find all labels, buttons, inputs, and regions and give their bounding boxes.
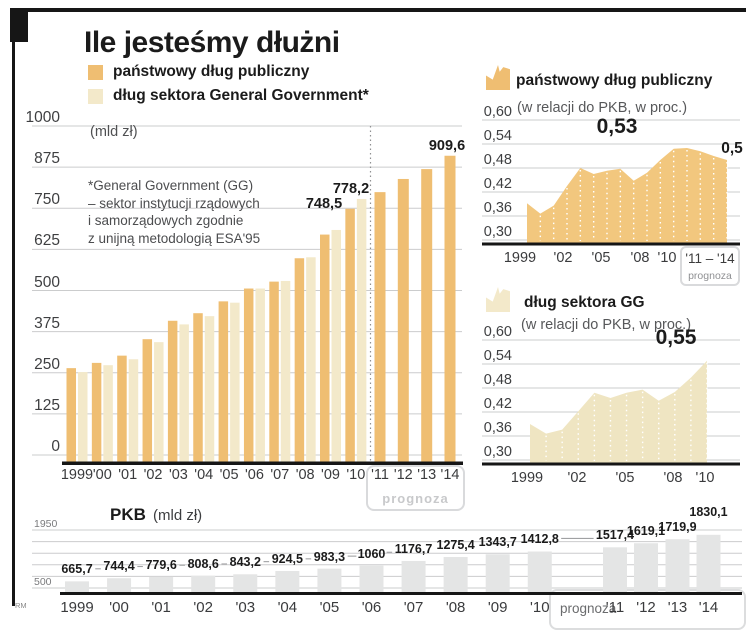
bar-pkb-'09 [485, 554, 510, 592]
bar-pkb-'01 [149, 576, 174, 592]
bar-panstwowy-'04 [193, 313, 203, 462]
bar-pkb-'04 [275, 571, 300, 592]
bar-panstwowy-'14 [444, 155, 456, 462]
bar-pkb-'06 [359, 565, 384, 592]
bar-pkb-'00 [107, 578, 132, 592]
bar-pkb-'13 [665, 539, 690, 592]
bar-panstwowy-'09 [320, 234, 330, 462]
bar-gg-'07 [280, 280, 291, 462]
x-axis-gg-debt-to-gdp [482, 462, 740, 466]
bar-pkb-'02 [191, 575, 216, 592]
x-axis-pkb [60, 592, 742, 595]
bar-panstwowy-'01 [117, 355, 127, 462]
bar-pkb-'14 [696, 534, 721, 592]
bar-pkb-1999 [65, 581, 89, 592]
bar-panstwowy-'03 [167, 320, 178, 462]
bar-panstwowy-'05 [218, 301, 229, 462]
bar-gg-'01 [128, 359, 139, 462]
bar-panstwowy-'11 [374, 192, 386, 462]
frame-top-rule [28, 8, 746, 12]
bar-panstwowy-'12 [397, 178, 409, 462]
forecast-label-main: prognoza [382, 491, 449, 506]
bar-panstwowy-'13 [421, 169, 433, 462]
bar-pkb-'07 [401, 560, 426, 592]
bar-gg-'02 [154, 342, 164, 462]
x-axis-main [62, 461, 463, 465]
bar-panstwowy-'02 [142, 339, 153, 462]
bar-panstwowy-'08 [294, 258, 305, 462]
bar-gg-'08 [306, 257, 316, 462]
bar-gg-'00 [103, 365, 113, 462]
forecast-box-main: prognoza [366, 465, 465, 511]
area-gg-debt-to-gdp [530, 360, 707, 463]
bar-pkb-'08 [443, 556, 468, 592]
bar-panstwowy-'10 [345, 208, 355, 462]
forecast-label-pkb: prognoza [560, 601, 617, 616]
bar-gg-'09 [331, 229, 341, 462]
bar-gg-'10 [356, 198, 367, 462]
bar-gg-'05 [230, 302, 240, 462]
bar-panstwowy-'07 [269, 281, 279, 462]
bar-pkb-'11 [603, 547, 627, 592]
bar-panstwowy-'00 [91, 362, 102, 462]
bar-gg-'04 [204, 316, 215, 462]
area-state-debt-to-gdp [527, 148, 727, 243]
bar-panstwowy-1999 [66, 368, 76, 462]
bar-pkb-'05 [317, 568, 342, 592]
x-axis-state-debt-to-gdp [482, 242, 740, 246]
bar-pkb-'10 [527, 551, 552, 592]
forecast-label-gdp-chart: prognoza [688, 270, 732, 282]
bar-gg-'06 [255, 288, 265, 462]
bar-panstwowy-'06 [243, 288, 254, 462]
frame-left-rule [12, 8, 15, 606]
bar-gg-1999 [78, 372, 88, 462]
bar-pkb-'03 [233, 574, 258, 592]
bar-pkb-'12 [634, 543, 658, 592]
bar-gg-'03 [179, 324, 189, 462]
forecast-range-label: '11 – '14 [685, 251, 735, 266]
forecast-box-gdp-chart: '11 – '14 prognoza [680, 246, 740, 286]
